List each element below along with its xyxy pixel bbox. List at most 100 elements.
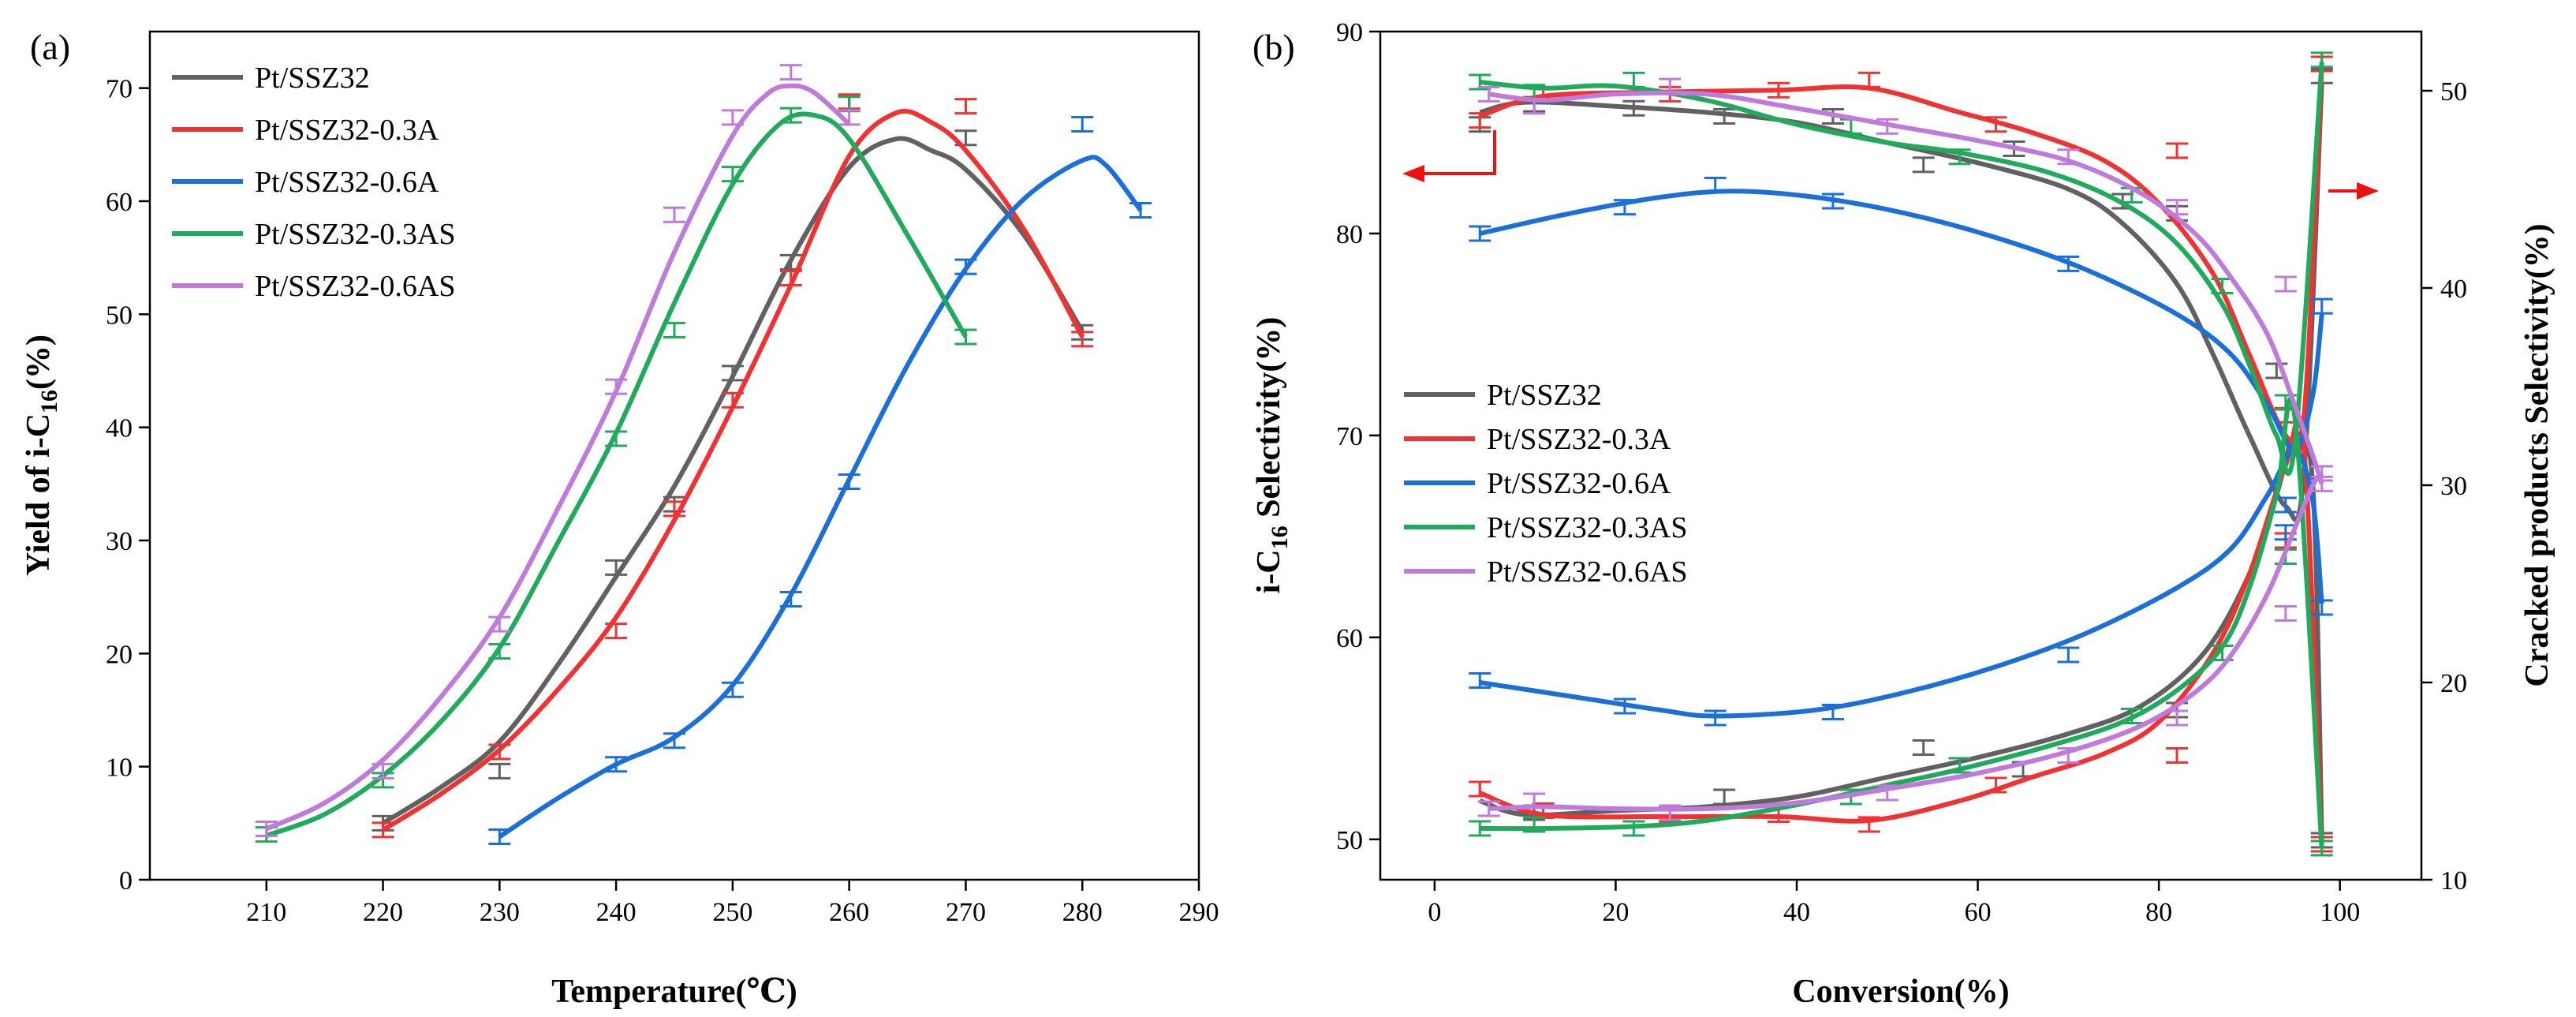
panel-b-label: (b) bbox=[1253, 27, 1295, 67]
legend-label: Pt/SSZ32 bbox=[255, 62, 370, 95]
selectivity-point-errorbar bbox=[1704, 177, 1727, 194]
y-tick-label: 30 bbox=[106, 527, 133, 556]
data-point-errorbar bbox=[605, 756, 628, 773]
data-point-errorbar bbox=[721, 681, 744, 698]
legend-item: Pt/SSZ32 bbox=[1404, 379, 1602, 412]
cracked-point-errorbar bbox=[1613, 697, 1636, 715]
data-point-errorbar bbox=[488, 642, 511, 660]
panel-b-y-axis-title: i-C16 Selectivity(%) bbox=[1251, 317, 1293, 594]
y-tick-label: 60 bbox=[1336, 624, 1363, 653]
left-axis-arrow bbox=[1402, 130, 1496, 182]
y2-tick-label: 10 bbox=[2440, 866, 2467, 895]
selectivity-point-errorbar bbox=[1613, 199, 1636, 216]
y-tick-label: 10 bbox=[106, 753, 133, 783]
x-tick-label: 60 bbox=[1965, 898, 1992, 927]
cracked-selectivity-line bbox=[1480, 396, 2324, 849]
x-tick-label: 40 bbox=[1783, 898, 1810, 927]
data-point-errorbar bbox=[779, 269, 802, 286]
data-point-errorbar bbox=[1071, 116, 1094, 133]
selectivity-point-errorbar bbox=[1622, 99, 1645, 117]
legend-item: Pt/SSZ32-0.3A bbox=[172, 114, 439, 147]
legend-label: Pt/SSZ32-0.3AS bbox=[1487, 511, 1687, 544]
series-line bbox=[265, 83, 851, 832]
panel-a-label: (a) bbox=[30, 27, 70, 67]
data-point-errorbar bbox=[779, 64, 802, 81]
selectivity-point-errorbar bbox=[1876, 118, 1898, 135]
selectivity-point-errorbar bbox=[1477, 85, 1500, 103]
y-tick-label: 50 bbox=[1336, 826, 1363, 855]
panel-b-y-title-sub: 16 bbox=[1267, 525, 1293, 549]
panel-b-plot-frame bbox=[1379, 30, 2423, 881]
panel-b-y-ticks: 50 60 70 80 90 bbox=[1336, 18, 1380, 855]
cracked-point-errorbar bbox=[1469, 672, 1491, 689]
legend-label: Pt/SSZ32-0.3A bbox=[1487, 423, 1671, 456]
x-tick-label: 270 bbox=[946, 898, 986, 927]
y2-tick-label: 50 bbox=[2440, 77, 2467, 107]
x-tick-label: 100 bbox=[2320, 898, 2360, 927]
data-point-errorbar bbox=[488, 743, 511, 761]
panel-a-legend: Pt/SSZ32 Pt/SSZ32-0.3A Pt/SSZ32-0.6A Pt/SSZ… bbox=[172, 62, 455, 303]
data-point-errorbar bbox=[605, 430, 628, 447]
legend-item: Pt/SSZ32-0.6A bbox=[1404, 467, 1671, 500]
y2-tick-label: 20 bbox=[2440, 669, 2467, 698]
y-tick-label: 90 bbox=[1336, 18, 1363, 47]
selectivity-point-errorbar bbox=[1948, 148, 1971, 166]
x-tick-label: 240 bbox=[596, 898, 637, 927]
cracked-point-errorbar bbox=[1622, 820, 1645, 837]
cracked-point-errorbar bbox=[2166, 747, 2189, 764]
cracked-point-errorbar bbox=[2166, 709, 2189, 727]
legend-item: Pt/SSZ32-0.6A bbox=[172, 166, 439, 199]
legend-label: Pt/SSZ32-0.3A bbox=[255, 114, 439, 147]
x-tick-label: 250 bbox=[712, 898, 752, 927]
x-tick-label: 220 bbox=[363, 898, 403, 927]
y2-tick-label: 40 bbox=[2440, 275, 2467, 304]
cracked-selectivity-line bbox=[1488, 471, 2324, 812]
panel-a-y-title-sub: 16 bbox=[36, 390, 62, 413]
series-pt-ssz32-0-6as bbox=[1477, 77, 2333, 821]
legend-label: Pt/SSZ32-0.6AS bbox=[255, 270, 455, 303]
selectivity-line bbox=[1479, 189, 2324, 452]
series-pt-ssz32-0-6as bbox=[255, 64, 861, 837]
cracked-point-errorbar bbox=[2274, 496, 2297, 514]
selectivity-point-errorbar bbox=[2057, 148, 2080, 166]
chart-panel-b: (b) 0 20 40 60 80 100 50 60 70 80 90 10 20 30 40 50 C… bbox=[1251, 18, 2555, 1010]
x-tick-label: 230 bbox=[480, 898, 520, 927]
chart-panel-a: (a) 210 220 230 240 250 260 270 280 290 0 10 20 30 4… bbox=[21, 27, 1219, 1010]
legend-item: Pt/SSZ32-0.3A bbox=[1404, 423, 1671, 456]
selectivity-point-errorbar bbox=[1821, 193, 1844, 210]
x-tick-label: 280 bbox=[1062, 898, 1103, 927]
x-tick-label: 80 bbox=[2145, 898, 2172, 927]
cracked-point-errorbar bbox=[1659, 804, 1682, 821]
series-pt-ssz32-0-6a bbox=[1469, 177, 2333, 727]
selectivity-point-errorbar bbox=[2166, 142, 2189, 159]
cracked-point-errorbar bbox=[1821, 704, 1844, 720]
data-point-errorbar bbox=[779, 591, 802, 608]
legend-item: Pt/SSZ32-0.6AS bbox=[172, 270, 455, 303]
selectivity-point-errorbar bbox=[2310, 51, 2333, 69]
series-line bbox=[498, 155, 1143, 839]
legend-label: Pt/SSZ32-0.6AS bbox=[1487, 555, 1687, 589]
data-point-errorbar bbox=[605, 623, 628, 640]
data-point-errorbar bbox=[371, 821, 394, 839]
panel-b-y-title-main: i-C bbox=[1251, 549, 1287, 593]
x-tick-label: 210 bbox=[246, 898, 286, 927]
panel-a-y-axis-title: Yield of i-C16(%) bbox=[21, 335, 62, 576]
data-point-errorbar bbox=[255, 821, 278, 837]
legend-item: Pt/SSZ32-0.3AS bbox=[172, 218, 455, 251]
selectivity-point-errorbar bbox=[1469, 112, 1491, 129]
cracked-point-errorbar bbox=[1523, 816, 1546, 833]
data-point-errorbar bbox=[488, 615, 511, 633]
selectivity-point-errorbar bbox=[1523, 98, 1546, 115]
legend-label: Pt/SSZ32-0.6A bbox=[1487, 467, 1671, 500]
data-point-errorbar bbox=[954, 98, 977, 115]
selectivity-point-errorbar bbox=[2310, 297, 2333, 315]
selectivity-point-errorbar bbox=[2166, 199, 2189, 216]
cracked-point-errorbar bbox=[1948, 757, 1971, 774]
data-point-errorbar bbox=[954, 328, 977, 346]
legend-item: Pt/SSZ32-0.6AS bbox=[1404, 555, 1687, 589]
series-line bbox=[382, 136, 1085, 825]
x-tick-label: 20 bbox=[1602, 898, 1629, 927]
y-tick-label: 0 bbox=[119, 866, 133, 895]
selectivity-point-errorbar bbox=[1469, 225, 1491, 242]
panel-b-y2-axis-title: Cracked products Selectivity(%) bbox=[2519, 223, 2555, 686]
